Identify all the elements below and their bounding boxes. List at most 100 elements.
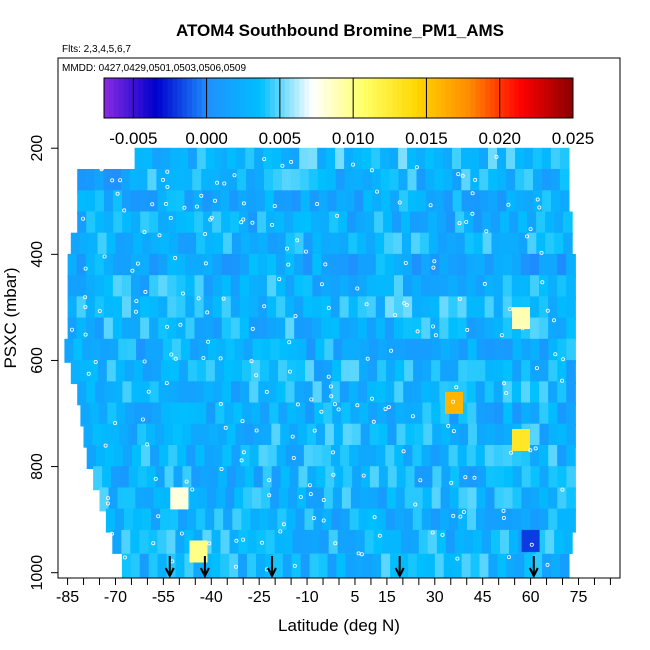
heat-cell <box>85 317 96 342</box>
colorbar-cell <box>274 78 281 118</box>
heat-cell <box>449 360 459 385</box>
heat-cell <box>400 529 411 554</box>
heat-cell <box>394 508 405 533</box>
heat-cell <box>361 466 371 491</box>
heat-cell <box>359 402 369 427</box>
heat-cell <box>234 338 245 363</box>
heat-cell <box>191 466 201 491</box>
heat-cell <box>375 296 386 321</box>
heat-cell <box>566 338 576 363</box>
heat-cell <box>422 360 432 385</box>
heat-cell <box>476 508 486 533</box>
heat-cell <box>299 169 310 193</box>
heat-cell <box>548 402 558 427</box>
heat-cell <box>267 253 277 278</box>
heat-cell <box>130 190 141 215</box>
heat-cell <box>343 466 353 491</box>
sample-dot <box>284 246 289 251</box>
colorbar-cell <box>318 78 325 118</box>
heat-cell <box>539 338 549 363</box>
heat-cell <box>312 275 323 300</box>
heat-cell <box>141 445 151 469</box>
heat-cell <box>458 338 469 363</box>
heat-cell <box>94 296 105 321</box>
heat-cell <box>494 423 505 448</box>
heat-cell <box>448 275 459 300</box>
heat-cell <box>67 317 78 342</box>
heat-cell <box>439 253 449 278</box>
sample-dot <box>410 414 415 419</box>
heat-cell <box>185 381 196 406</box>
heat-cell <box>398 169 409 193</box>
colorbar-cell <box>289 78 295 118</box>
sample-dot <box>105 501 110 506</box>
sample-dot <box>182 205 187 210</box>
colorbar-tick-label: 0.025 <box>552 129 595 148</box>
sample-dot <box>165 169 170 174</box>
colorbar-cell <box>104 78 110 118</box>
heat-cell <box>452 147 462 172</box>
heat-cell <box>524 169 534 193</box>
x-tick-label: -55 <box>152 589 175 606</box>
heat-cell <box>455 211 465 236</box>
heat-cell <box>138 169 148 193</box>
heat-cell <box>511 275 522 300</box>
heat-cell <box>376 508 387 533</box>
heat-cell <box>117 487 128 512</box>
heat-cell <box>167 211 177 236</box>
heat-cell <box>341 487 352 512</box>
heat-cell <box>533 169 543 193</box>
heat-cell <box>146 423 156 448</box>
sample-dot <box>560 378 565 383</box>
colorbar-cell <box>509 78 515 118</box>
heat-cell <box>439 381 450 406</box>
heat-cell <box>566 508 576 533</box>
heat-cell <box>412 296 422 321</box>
sample-dot <box>534 366 539 371</box>
heat-cell <box>348 381 359 406</box>
sample-dot <box>270 222 275 227</box>
heat-cell <box>342 423 353 448</box>
sample-dot <box>207 541 212 546</box>
heat-cell <box>194 275 205 300</box>
heat-cell <box>176 275 187 300</box>
heat-cell <box>491 232 502 257</box>
sample-dot <box>397 200 402 205</box>
heat-cell <box>203 253 214 278</box>
heat-cell <box>312 317 323 342</box>
heat-cell <box>301 529 312 554</box>
heat-cell <box>485 338 496 363</box>
colorbar-cell <box>128 78 134 118</box>
heat-cell <box>560 190 570 215</box>
colorbar-cell <box>255 78 261 118</box>
heat-cell <box>372 553 382 578</box>
heat-cell <box>357 381 368 406</box>
heat-cell <box>377 487 388 512</box>
heat-cell <box>566 466 576 491</box>
sample-dot <box>169 352 174 357</box>
heat-cell <box>548 360 558 385</box>
sample-dot <box>455 556 460 561</box>
heat-cell <box>479 553 489 578</box>
heat-cell <box>281 169 292 193</box>
heat-cell <box>350 402 360 427</box>
heat-cell <box>225 487 235 512</box>
heat-cell <box>247 190 257 215</box>
heat-cell <box>232 360 243 385</box>
heat-cell <box>140 275 150 300</box>
heat-cell <box>497 147 507 172</box>
heat-cell <box>431 487 442 512</box>
heat-cell <box>482 232 493 257</box>
heat-cell <box>158 296 168 321</box>
heat-cell <box>502 317 513 342</box>
heat-cell <box>189 487 199 512</box>
heat-cell <box>77 190 87 215</box>
heat-cell <box>251 402 261 427</box>
heat-cell <box>330 232 340 257</box>
heat-cell <box>196 147 207 172</box>
heat-cell <box>503 402 513 427</box>
heat-cell <box>248 275 259 300</box>
colorbar-cell <box>494 78 501 118</box>
heat-cell <box>346 529 357 554</box>
heat-cell <box>412 275 422 300</box>
